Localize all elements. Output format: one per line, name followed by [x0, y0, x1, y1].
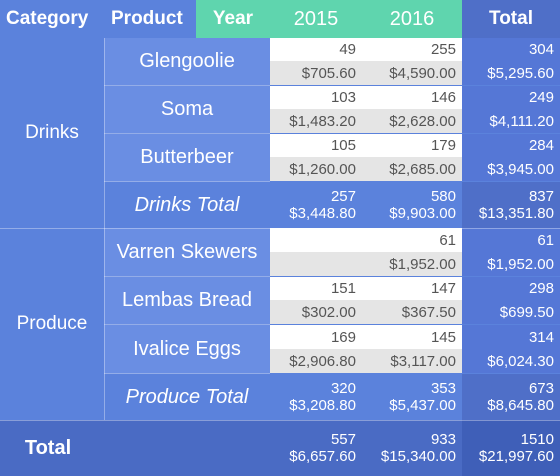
cell-amount-total: $4,111.20	[462, 109, 560, 133]
cell-qty-2016: 179	[362, 134, 462, 157]
header-total: Total	[462, 0, 560, 38]
cell-amount-2015: $2,906.80	[270, 349, 362, 373]
header-year[interactable]: Year	[196, 0, 270, 38]
subtotal-amount-total: $13,351.80	[462, 205, 560, 228]
category-produce[interactable]: Produce	[0, 228, 104, 420]
cell-qty-total: 298	[462, 277, 560, 300]
divider	[104, 324, 270, 325]
header-year-2016[interactable]: 2016	[362, 0, 462, 38]
grand-total-label: Total	[0, 420, 96, 476]
divider	[104, 38, 105, 420]
cell-amount-2016: $367.50	[362, 300, 462, 324]
grand-qty-total: 1510	[462, 420, 560, 448]
product-varren-skewers[interactable]: Varren Skewers	[104, 228, 270, 276]
cell-qty-total: 249	[462, 86, 560, 109]
header-category[interactable]: Category	[0, 0, 104, 38]
cell-qty-2015: 151	[270, 277, 362, 300]
cell-amount-total: $699.50	[462, 300, 560, 324]
cell-qty-2016: 61	[362, 228, 462, 252]
subtotal-qty-2016: 580	[362, 182, 462, 205]
cell-amount-2016: $1,952.00	[362, 252, 462, 276]
grand-amount-2015: $6,657.60	[270, 448, 362, 476]
divider	[0, 420, 560, 421]
cell-qty-total: 304	[462, 38, 560, 61]
subtotal-amount-2015: $3,208.80	[270, 397, 362, 420]
cell-qty-2015: 105	[270, 134, 362, 157]
grand-qty-2015: 557	[270, 420, 362, 448]
cell-amount-2016: $2,685.00	[362, 157, 462, 181]
cell-qty-total: 284	[462, 134, 560, 157]
cell-amount-2016: $4,590.00	[362, 61, 462, 85]
subtotal-amount-2015: $3,448.80	[270, 205, 362, 228]
grand-amount-total: $21,997.60	[462, 448, 560, 476]
cell-amount-2015: $1,260.00	[270, 157, 362, 181]
divider	[104, 373, 270, 374]
cell-amount-total: $5,295.60	[462, 61, 560, 85]
cell-amount-2016: $2,628.00	[362, 109, 462, 133]
subtotal-qty-2016: 353	[362, 374, 462, 397]
subtotal-produce-label: Produce Total	[104, 374, 270, 420]
divider	[104, 276, 270, 277]
category-drinks[interactable]: Drinks	[0, 38, 104, 228]
divider	[104, 133, 270, 134]
subtotal-qty-total: 837	[462, 182, 560, 205]
cell-amount-2015: $1,483.20	[270, 109, 362, 133]
cell-amount-total: $6,024.30	[462, 349, 560, 373]
cell-qty-2016: 145	[362, 325, 462, 349]
cell-qty-total: 61	[462, 228, 560, 252]
subtotal-qty-2015: 320	[270, 374, 362, 397]
header-product[interactable]: Product	[104, 0, 196, 38]
cell-amount-2015: $705.60	[270, 61, 362, 85]
divider	[104, 181, 270, 182]
cell-amount-total: $1,952.00	[462, 252, 560, 276]
subtotal-drinks-label: Drinks Total	[104, 182, 270, 228]
grand-amount-2016: $15,340.00	[362, 448, 462, 476]
subtotal-amount-2016: $9,903.00	[362, 205, 462, 228]
subtotal-qty-total: 673	[462, 374, 560, 397]
product-soma[interactable]: Soma	[104, 86, 270, 133]
cell-amount-2015	[270, 252, 362, 276]
header-year-2015[interactable]: 2015	[270, 0, 362, 38]
cell-qty-2016: 147	[362, 277, 462, 300]
cell-qty-2015: 169	[270, 325, 362, 349]
grand-total-spacer	[96, 420, 270, 476]
divider	[104, 85, 270, 86]
product-butterbeer[interactable]: Butterbeer	[104, 134, 270, 181]
grand-qty-2016: 933	[362, 420, 462, 448]
product-lembas-bread[interactable]: Lembas Bread	[104, 277, 270, 324]
cell-amount-2016: $3,117.00	[362, 349, 462, 373]
cell-amount-2015: $302.00	[270, 300, 362, 324]
product-ivalice-eggs[interactable]: Ivalice Eggs	[104, 325, 270, 373]
subtotal-qty-2015: 257	[270, 182, 362, 205]
cell-qty-2016: 146	[362, 86, 462, 109]
cell-qty-2015: 103	[270, 86, 362, 109]
cell-qty-total: 314	[462, 325, 560, 349]
cell-amount-total: $3,945.00	[462, 157, 560, 181]
cell-qty-2015	[270, 228, 362, 252]
subtotal-amount-total: $8,645.80	[462, 397, 560, 420]
product-glengoolie[interactable]: Glengoolie	[104, 38, 270, 85]
cell-qty-2016: 255	[362, 38, 462, 61]
subtotal-amount-2016: $5,437.00	[362, 397, 462, 420]
divider	[0, 228, 560, 229]
cell-qty-2015: 49	[270, 38, 362, 61]
